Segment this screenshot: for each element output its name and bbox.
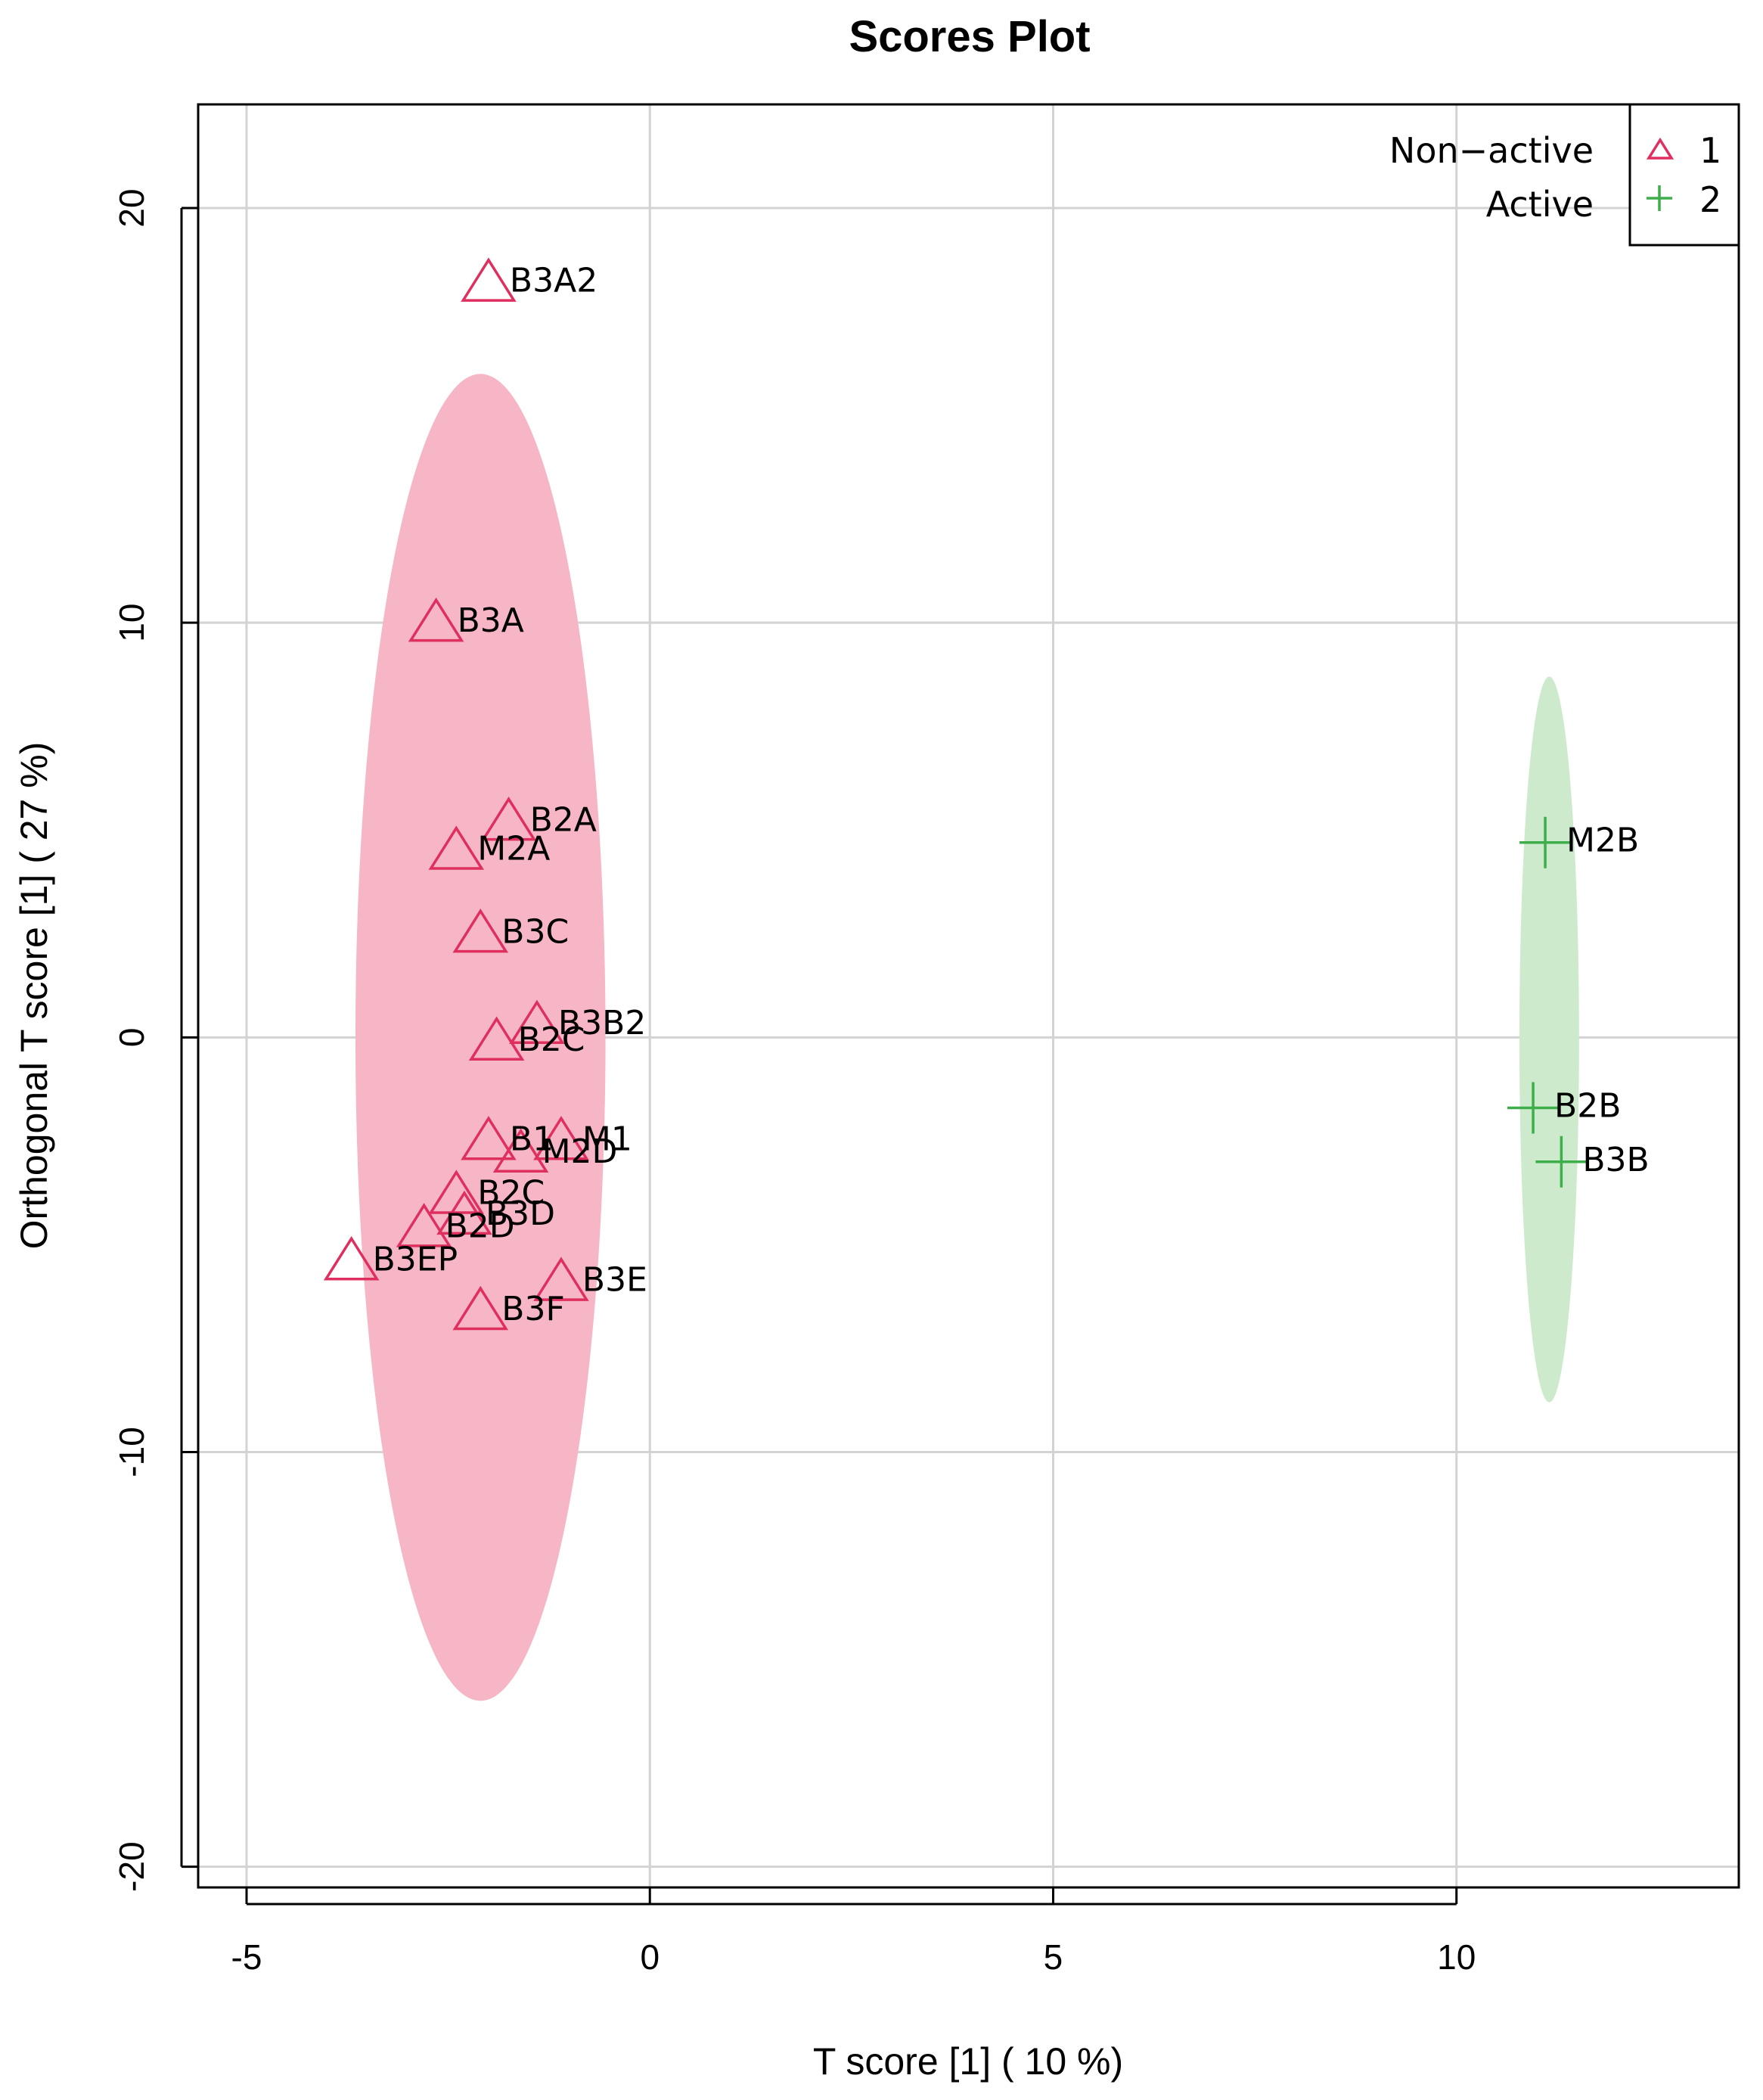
point-label-b2c: B2C: [518, 1020, 585, 1059]
point-b3d: [436, 1190, 492, 1235]
point-b3c: [452, 908, 509, 953]
point-label-b3a2: B3A2: [510, 262, 597, 300]
y-tick-label: -10: [112, 1427, 151, 1477]
point-label-b2d: B2D: [445, 1207, 515, 1245]
y-tick-label: 20: [112, 188, 151, 227]
point-b2b: [1507, 1082, 1560, 1134]
confidence-ellipses: [355, 374, 1579, 1701]
legend-group-label-active: Active: [1486, 184, 1594, 225]
point-b2c: [428, 1170, 485, 1214]
point-label-b2a: B2A: [530, 800, 597, 839]
x-tick-label: -5: [231, 1937, 262, 1977]
point-label-b3b: B3B: [1582, 1141, 1649, 1179]
point-b1: [461, 1116, 517, 1160]
point-b3e: [533, 1257, 589, 1301]
point-label-b2b: B2B: [1554, 1086, 1621, 1125]
point-label-m1: M1: [582, 1120, 632, 1158]
point-label-m2b: M2B: [1566, 822, 1639, 860]
point-m2b: [1519, 816, 1572, 868]
point-label-b2c: B2C: [477, 1174, 545, 1213]
legend: Non−active Active 1 2: [1389, 103, 1740, 247]
legend-triangle-icon: [1646, 137, 1675, 160]
chart-title: Scores Plot: [849, 12, 1090, 61]
data-points: [323, 257, 1588, 1331]
y-axis: -20 -10 0 10 20: [112, 188, 198, 1892]
y-tick-label: 0: [112, 1028, 151, 1048]
point-b2a: [480, 796, 537, 841]
confidence-ellipse-group-1: [355, 374, 606, 1701]
point-b2d: [396, 1203, 452, 1247]
y-tick-label: 10: [112, 604, 151, 642]
point-label-b3f: B3F: [501, 1290, 565, 1328]
y-tick-label: -20: [112, 1841, 151, 1891]
x-tick-label: 5: [1044, 1937, 1063, 1977]
point-m2a: [428, 825, 485, 870]
point-label-b3e: B3E: [582, 1261, 647, 1300]
point-b2c: [468, 1016, 525, 1061]
point-b3a: [408, 597, 464, 642]
x-tick-label: 10: [1437, 1937, 1476, 1977]
point-m1: [533, 1116, 589, 1160]
plot-frame: [197, 103, 1740, 1889]
point-label-m2a: M2A: [477, 830, 550, 868]
point-label-b3c: B3C: [501, 912, 569, 951]
point-label-b1: B1: [510, 1120, 554, 1158]
x-axis: -5 0 5 10: [231, 1887, 1476, 1977]
point-m2d: [492, 1128, 549, 1173]
legend-group-label-nonactive: Non−active: [1389, 130, 1594, 171]
point-label-b3a: B3A: [458, 601, 524, 640]
point-b3f: [452, 1285, 509, 1331]
legend-box: [1628, 103, 1740, 247]
point-label-b3ep: B3EP: [373, 1240, 458, 1278]
point-b3a2: [461, 257, 517, 302]
confidence-ellipse-group-2: [1519, 676, 1579, 1403]
legend-entry-1: 1: [1699, 130, 1721, 171]
point-b3b2: [509, 999, 565, 1045]
x-tick-label: 0: [640, 1937, 660, 1977]
legend-entry-2: 2: [1699, 179, 1721, 220]
legend-plus-icon: [1647, 185, 1672, 211]
y-axis-label: Orthogonal T score [1] ( 27 %): [13, 742, 55, 1250]
point-b3ep: [323, 1236, 380, 1281]
point-label-b3d: B3D: [486, 1194, 555, 1233]
point-label-b3b2: B3B2: [558, 1004, 646, 1042]
x-axis-label: T score [1] ( 10 %): [813, 2040, 1123, 2083]
point-b3b: [1535, 1135, 1588, 1188]
point-label-m2d: M2D: [542, 1132, 618, 1171]
